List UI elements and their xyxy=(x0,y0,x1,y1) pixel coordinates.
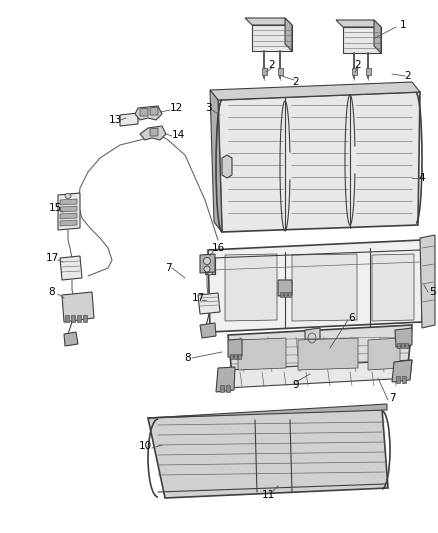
Bar xyxy=(65,315,69,322)
Polygon shape xyxy=(120,113,138,126)
Polygon shape xyxy=(60,199,77,205)
Text: 2: 2 xyxy=(268,60,276,70)
Text: 7: 7 xyxy=(389,393,396,403)
Text: 10: 10 xyxy=(138,441,152,451)
Polygon shape xyxy=(135,106,162,120)
Text: 5: 5 xyxy=(429,287,435,297)
Polygon shape xyxy=(60,213,77,219)
Polygon shape xyxy=(228,339,242,357)
Polygon shape xyxy=(285,18,292,51)
Text: 2: 2 xyxy=(293,77,299,87)
Polygon shape xyxy=(62,292,94,322)
Bar xyxy=(220,385,224,392)
Polygon shape xyxy=(222,155,232,178)
Bar xyxy=(261,68,266,75)
Bar xyxy=(284,292,287,297)
Bar xyxy=(288,292,291,297)
Polygon shape xyxy=(372,254,414,321)
Bar xyxy=(402,376,406,383)
Polygon shape xyxy=(292,254,357,321)
Polygon shape xyxy=(305,328,320,350)
Polygon shape xyxy=(420,235,435,328)
Ellipse shape xyxy=(208,269,212,275)
Polygon shape xyxy=(395,328,412,347)
Polygon shape xyxy=(148,404,387,418)
Polygon shape xyxy=(200,254,215,273)
Text: 4: 4 xyxy=(419,173,425,183)
Bar xyxy=(280,292,283,297)
Polygon shape xyxy=(140,126,166,140)
Text: 11: 11 xyxy=(261,490,275,500)
Polygon shape xyxy=(60,220,77,226)
Polygon shape xyxy=(216,367,235,392)
Polygon shape xyxy=(226,360,412,388)
Text: 15: 15 xyxy=(48,203,62,213)
Bar xyxy=(230,354,233,359)
Polygon shape xyxy=(205,258,215,274)
Text: 2: 2 xyxy=(355,60,361,70)
Bar xyxy=(365,68,371,75)
Bar xyxy=(83,315,87,322)
Text: 13: 13 xyxy=(108,115,122,125)
Bar xyxy=(77,315,81,322)
Polygon shape xyxy=(200,323,216,338)
Polygon shape xyxy=(150,128,158,136)
Bar xyxy=(352,68,357,75)
Polygon shape xyxy=(58,193,80,230)
Bar xyxy=(397,343,400,348)
Polygon shape xyxy=(368,338,400,370)
Polygon shape xyxy=(148,408,388,498)
Text: 16: 16 xyxy=(212,243,225,253)
Polygon shape xyxy=(218,92,420,232)
Text: 17: 17 xyxy=(191,293,205,303)
Text: 3: 3 xyxy=(205,103,211,113)
Polygon shape xyxy=(252,25,292,51)
Polygon shape xyxy=(225,254,277,321)
Polygon shape xyxy=(228,325,412,375)
Text: 17: 17 xyxy=(46,253,59,263)
Polygon shape xyxy=(140,108,148,116)
Bar xyxy=(401,343,404,348)
Bar xyxy=(238,354,241,359)
Bar xyxy=(278,68,283,75)
Polygon shape xyxy=(392,360,412,382)
Polygon shape xyxy=(238,338,286,370)
Text: 1: 1 xyxy=(400,20,406,30)
Ellipse shape xyxy=(65,193,71,198)
Ellipse shape xyxy=(204,266,210,272)
Text: 8: 8 xyxy=(49,287,55,297)
Text: 14: 14 xyxy=(171,130,185,140)
Ellipse shape xyxy=(207,260,213,268)
Bar xyxy=(226,385,230,392)
Polygon shape xyxy=(278,280,292,296)
Polygon shape xyxy=(336,20,381,27)
Polygon shape xyxy=(64,332,78,346)
Polygon shape xyxy=(298,338,358,370)
Ellipse shape xyxy=(204,257,211,264)
Text: 7: 7 xyxy=(165,263,171,273)
Polygon shape xyxy=(343,27,381,53)
Text: 9: 9 xyxy=(293,380,299,390)
Polygon shape xyxy=(245,18,292,25)
Text: 2: 2 xyxy=(405,71,411,81)
Polygon shape xyxy=(60,206,77,212)
Bar xyxy=(234,354,237,359)
Polygon shape xyxy=(208,240,422,332)
Bar xyxy=(405,343,408,348)
Polygon shape xyxy=(210,82,420,100)
Polygon shape xyxy=(150,107,158,115)
Polygon shape xyxy=(210,90,222,232)
Bar xyxy=(396,376,400,383)
Text: 8: 8 xyxy=(185,353,191,363)
Text: 6: 6 xyxy=(349,313,355,323)
Polygon shape xyxy=(60,256,82,280)
Text: 12: 12 xyxy=(170,103,183,113)
Polygon shape xyxy=(374,20,381,53)
Polygon shape xyxy=(198,293,220,314)
Bar xyxy=(71,315,75,322)
